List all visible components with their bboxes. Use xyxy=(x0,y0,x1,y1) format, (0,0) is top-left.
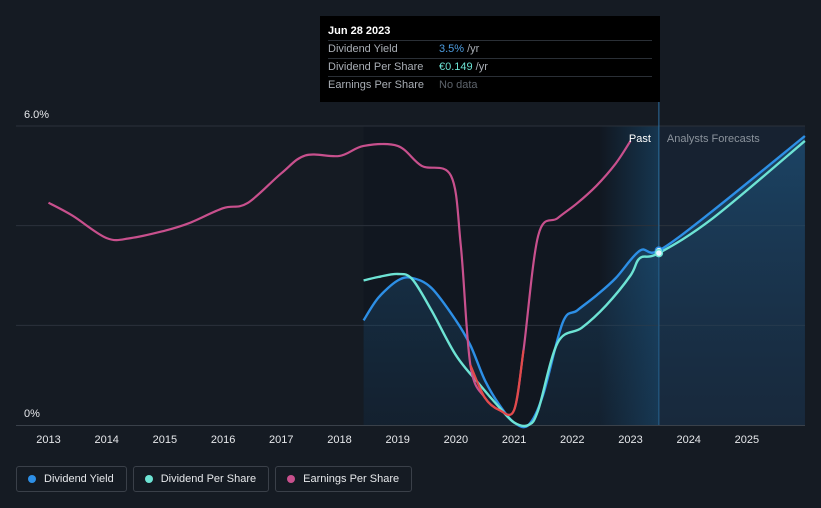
y-tick-label: 6.0% xyxy=(24,109,49,121)
past-label: Past xyxy=(629,133,651,145)
legend-item-dividend-yield[interactable]: Dividend Yield xyxy=(16,466,127,492)
x-tick-label: 2025 xyxy=(735,434,759,446)
legend-label: Earnings Per Share xyxy=(303,473,400,485)
x-tick-label: 2014 xyxy=(94,434,118,446)
x-tick-label: 2022 xyxy=(560,434,584,446)
x-tick-label: 2017 xyxy=(269,434,293,446)
tooltip-row-earnings-per-share: Earnings Per Share No data xyxy=(328,76,652,94)
x-tick-label: 2016 xyxy=(211,434,235,446)
legend-label: Dividend Yield xyxy=(44,473,114,485)
y-tick-label: 0% xyxy=(24,408,40,420)
legend-item-earnings-per-share[interactable]: Earnings Per Share xyxy=(275,466,413,492)
x-tick-label: 2023 xyxy=(618,434,642,446)
tooltip-row-dividend-per-share: Dividend Per Share €0.149 /yr xyxy=(328,58,652,76)
legend-label: Dividend Per Share xyxy=(160,473,257,485)
earnings-per-share-line xyxy=(47,140,632,417)
x-tick-label: 2019 xyxy=(385,434,409,446)
x-tick-label: 2020 xyxy=(444,434,468,446)
x-tick-label: 2015 xyxy=(153,434,177,446)
x-tick-label: 2024 xyxy=(676,434,700,446)
tooltip-value: No data xyxy=(439,79,478,91)
legend-dot xyxy=(28,475,36,483)
legend-dot xyxy=(144,475,153,483)
x-tick-label: 2018 xyxy=(327,434,351,446)
legend-dot xyxy=(287,475,296,483)
tooltip-row-dividend-yield: Dividend Yield 3.5% /yr xyxy=(328,40,652,58)
earnings-per-share-decline-line xyxy=(469,350,525,417)
tooltip-date: Jun 28 2023 xyxy=(328,25,391,37)
tooltip: Jun 28 2023 Dividend Yield 3.5% /yr Divi… xyxy=(320,16,660,102)
tooltip-label: Dividend Yield xyxy=(328,43,398,55)
legend: Dividend Yield Dividend Per Share Earnin… xyxy=(16,466,413,492)
split-marker xyxy=(654,248,664,258)
dividend-chart: 6.0% 0% 2013 2014 2015 2016 2017 2018 2019 2020 20… xyxy=(16,100,806,446)
x-tick-label: 2021 xyxy=(502,434,526,446)
tooltip-label: Dividend Per Share xyxy=(328,61,424,73)
tooltip-unit: /yr xyxy=(475,61,488,73)
legend-item-dividend-per-share[interactable]: Dividend Per Share xyxy=(132,466,270,492)
x-tick-label: 2013 xyxy=(36,434,60,446)
forecast-label: Analysts Forecasts xyxy=(667,133,760,145)
tooltip-label: Earnings Per Share xyxy=(328,79,424,91)
tooltip-unit: /yr xyxy=(467,43,480,55)
dividend-per-share-line xyxy=(363,139,806,428)
tooltip-value: €0.149 xyxy=(439,61,473,73)
tooltip-value: 3.5% xyxy=(439,43,465,55)
